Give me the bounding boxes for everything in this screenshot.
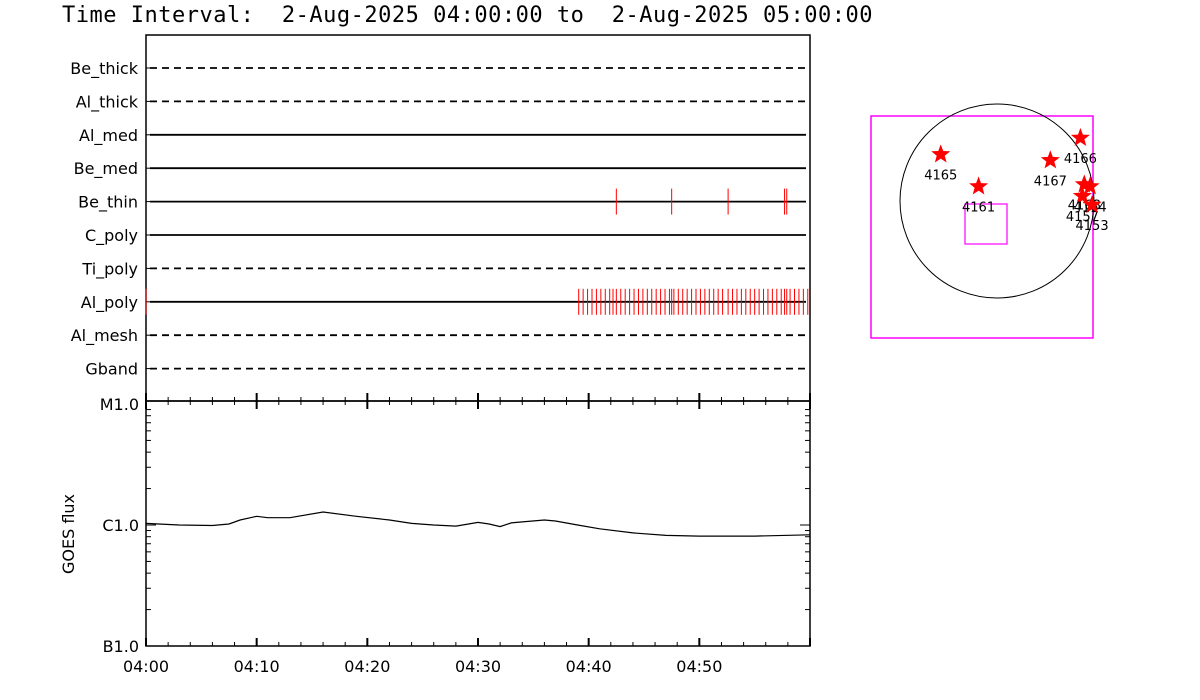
region-star: [1082, 194, 1102, 213]
filter-label-be_thin: Be_thin: [78, 193, 138, 213]
region-label: 4166: [1064, 152, 1097, 167]
filter-label-al_med: Al_med: [79, 126, 138, 146]
goes-axes: M1.0 C1.0 B1.0: [100, 393, 811, 656]
y-tick-label: C1.0: [102, 516, 139, 535]
region-label: 4157: [1066, 210, 1099, 225]
filter-rows: Be_thick Al_thick Al_med Be_med Be_thin C_pol…: [70, 59, 809, 379]
region-label: 4161: [962, 200, 995, 215]
goes-ylabel: GOES flux: [59, 494, 78, 574]
field-of-view-box: [870, 115, 1094, 339]
x-tick-label: 04:10: [234, 657, 280, 676]
filter-label-al_poly: Al_poly: [81, 293, 138, 313]
filter-label-al_thick: Al_thick: [76, 92, 139, 112]
filter-label-al_mesh: Al_mesh: [71, 326, 138, 346]
filter-label-gband: Gband: [85, 360, 138, 379]
region-star: [1040, 150, 1060, 169]
x-tick-label: 04:40: [566, 657, 612, 676]
region-label: 4153: [1076, 219, 1109, 234]
goes-flux-line: [145, 511, 811, 537]
filter-label-ti_poly: Ti_poly: [81, 259, 138, 279]
filter-label-c_poly: C_poly: [85, 226, 138, 246]
filter-label-be_med: Be_med: [74, 159, 138, 179]
solar-disk: [899, 103, 1095, 299]
target-box: [964, 203, 1008, 245]
region-label: 4167: [1034, 174, 1067, 189]
y-tick-label: M1.0: [100, 395, 139, 414]
region-star: [1080, 176, 1100, 195]
goes-frame: [145, 400, 811, 647]
x-tick-labels: 04:00 04:10 04:20 04:30 04:40 04:50: [123, 657, 722, 676]
x-tick-label: 04:20: [344, 657, 390, 676]
timeline-frame: [145, 34, 811, 402]
solar-map: 41654167416641614168415741644153: [870, 103, 1109, 339]
filter-label-be_thick: Be_thick: [70, 59, 138, 79]
x-tick-label: 04:30: [455, 657, 501, 676]
page-title: Time Interval: 2-Aug-2025 04:00:00 to 2-…: [62, 3, 873, 28]
active-regions: 41654167416641614168415741644153: [924, 127, 1109, 234]
region-star: [1070, 127, 1090, 146]
region-star: [1072, 186, 1092, 205]
region-star: [931, 144, 951, 163]
y-tick-label: B1.0: [103, 637, 139, 656]
x-tick-label: 04:50: [676, 657, 722, 676]
x-tick-label: 04:00: [123, 657, 169, 676]
region-label: 4165: [924, 168, 957, 183]
region-star: [969, 176, 989, 195]
